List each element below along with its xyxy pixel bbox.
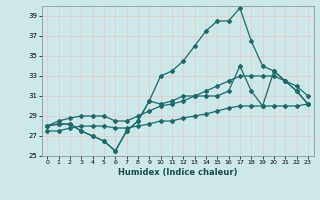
X-axis label: Humidex (Indice chaleur): Humidex (Indice chaleur) bbox=[118, 168, 237, 177]
